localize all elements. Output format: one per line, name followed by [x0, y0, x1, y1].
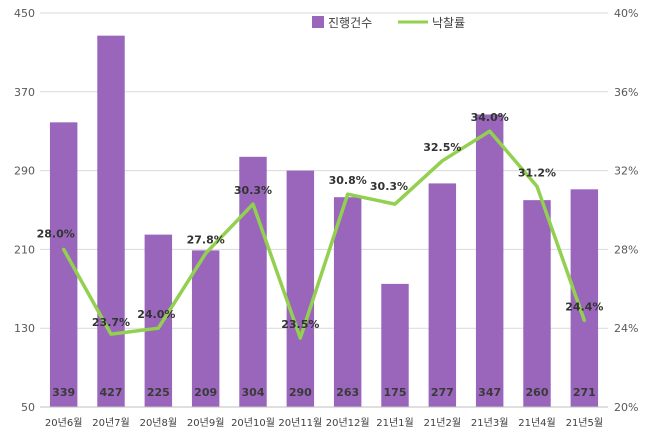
bar-value-label: 271	[573, 386, 596, 399]
legend-line-label: 낙찰률	[432, 16, 465, 30]
x-tick-label: 21년4월	[518, 417, 556, 429]
bar	[475, 114, 504, 407]
bar-value-label: 277	[431, 386, 454, 399]
rate-value-label: 30.3%	[370, 180, 408, 193]
bar	[191, 250, 220, 407]
bar-value-label: 263	[336, 386, 359, 399]
y-left-tick-label: 210	[14, 243, 35, 256]
rate-value-label: 32.5%	[423, 141, 461, 154]
rate-value-label: 28.0%	[37, 227, 75, 240]
x-tick-label: 21년1월	[376, 417, 414, 429]
legend-bar-label: 진행건수	[328, 15, 372, 30]
bar	[428, 183, 457, 407]
y-right-tick-label: 24%	[614, 322, 638, 335]
y-left-tick-label: 450	[14, 7, 35, 20]
y-right-tick-label: 20%	[614, 401, 638, 414]
rate-line	[61, 129, 587, 340]
y-right-tick-label: 28%	[614, 243, 638, 256]
bar-value-label: 304	[242, 386, 265, 399]
bars-series	[49, 35, 599, 408]
bar-value-label: 260	[526, 386, 549, 399]
bar-value-label: 225	[147, 386, 170, 399]
bar	[97, 35, 125, 407]
x-tick-label: 20년9월	[187, 417, 225, 429]
bar	[239, 156, 267, 407]
bar-value-label: 427	[100, 386, 123, 399]
bar	[144, 234, 173, 407]
y-axis-left: 50 130 210 290 370 450	[14, 7, 35, 414]
x-tick-label: 20년6월	[45, 417, 83, 429]
gridlines	[40, 12, 608, 408]
x-tick-label: 21년5월	[566, 417, 604, 429]
legend-bar-swatch	[312, 16, 324, 28]
x-tick-label: 21년2월	[424, 417, 462, 429]
rate-line-series	[61, 129, 587, 340]
bar-value-label: 175	[384, 386, 407, 399]
bar	[333, 197, 362, 407]
rate-value-label: 31.2%	[518, 166, 556, 179]
y-right-tick-label: 32%	[614, 165, 638, 178]
rate-value-label: 27.8%	[187, 233, 225, 246]
bar	[381, 283, 409, 407]
bar-value-label: 209	[194, 386, 217, 399]
rate-value-label: 30.3%	[234, 184, 272, 197]
rate-value-labels: 28.0%23.7%24.0%27.8%30.3%23.5%30.8% 30.3%…	[37, 111, 604, 331]
rate-value-label: 24.4%	[565, 300, 603, 313]
x-tick-label: 20년12월	[326, 417, 370, 429]
y-left-tick-label: 50	[21, 401, 35, 414]
x-tick-label: 20년11월	[278, 417, 322, 429]
bar	[523, 200, 551, 407]
bar-value-labels: 339 427 225 209 304 290 263 175 277 347 260 271	[52, 386, 596, 399]
bar	[286, 170, 315, 407]
rate-value-label: 34.0%	[471, 111, 509, 124]
x-tick-label: 20년7월	[92, 417, 130, 429]
y-axis-right: 20% 24% 28% 32% 36% 40%	[614, 7, 638, 414]
y-right-tick-label: 36%	[614, 86, 638, 99]
legend: 진행건수 낙찰률	[312, 15, 465, 30]
rate-value-label: 23.5%	[281, 318, 319, 331]
bar-value-label: 290	[289, 386, 312, 399]
x-tick-label: 20년10월	[231, 417, 275, 429]
rate-value-label: 30.8%	[329, 174, 367, 187]
y-left-tick-label: 130	[14, 322, 35, 335]
y-right-tick-label: 40%	[614, 7, 638, 20]
y-left-tick-label: 290	[14, 165, 35, 178]
x-tick-label: 21년3월	[471, 417, 509, 429]
rate-value-label: 23.7%	[92, 316, 130, 329]
x-tick-label: 20년8월	[140, 417, 178, 429]
bar-value-label: 339	[52, 386, 75, 399]
y-left-tick-label: 370	[14, 86, 35, 99]
rate-value-label: 24.0%	[137, 308, 175, 321]
bar-value-label: 347	[478, 386, 501, 399]
x-axis: 20년6월 20년7월 20년8월 20년9월 20년10월 20년11월 20년12월 21…	[40, 406, 608, 429]
